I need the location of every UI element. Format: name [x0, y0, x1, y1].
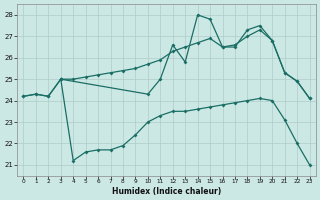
X-axis label: Humidex (Indice chaleur): Humidex (Indice chaleur): [112, 187, 221, 196]
